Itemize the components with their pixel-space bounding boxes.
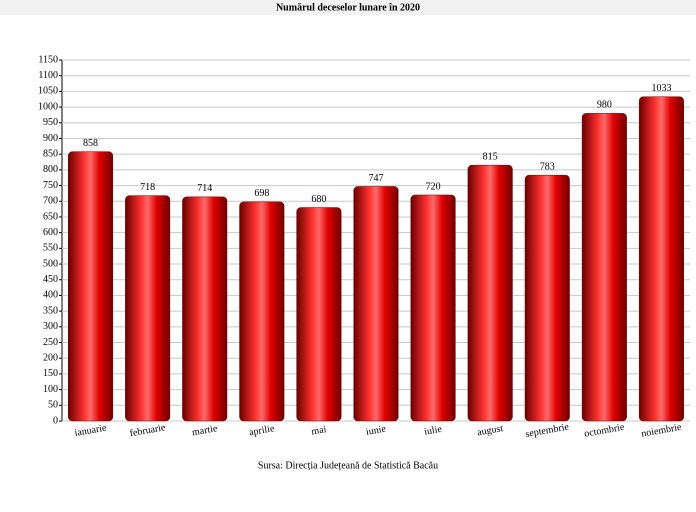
y-tick-label: 300 — [43, 321, 58, 332]
y-tick-label: 50 — [48, 400, 58, 411]
x-tick-label: aprilie — [248, 423, 276, 438]
y-tick-label: 700 — [43, 196, 58, 207]
x-tick-label: februarie — [129, 422, 167, 439]
x-tick-label: noiembrie — [640, 422, 682, 440]
bar — [467, 164, 513, 422]
bar — [68, 151, 114, 422]
value-label: 714 — [197, 183, 212, 194]
y-tick-label: 0 — [53, 415, 58, 426]
y-tick-label: 200 — [43, 353, 58, 364]
value-label: 747 — [369, 173, 384, 184]
y-tick-label: 100 — [43, 384, 58, 395]
y-tick-label: 350 — [43, 305, 58, 316]
bar — [296, 207, 342, 422]
x-tick-label: septembrie — [525, 421, 571, 440]
y-tick-label: 450 — [43, 274, 58, 285]
x-tick-label: iunie — [365, 424, 387, 438]
x-tick-label: august — [476, 423, 504, 438]
x-tick-label: iulie — [423, 424, 443, 438]
y-tick-label: 1100 — [38, 70, 58, 81]
y-tick-label: 850 — [43, 148, 58, 159]
y-tick-label: 1000 — [38, 101, 58, 112]
y-tick-label: 150 — [43, 368, 58, 379]
x-tick-label: mai — [311, 424, 328, 437]
value-label: 815 — [483, 151, 498, 162]
value-label: 698 — [254, 188, 269, 199]
bar — [638, 96, 684, 422]
y-tick-label: 900 — [43, 133, 58, 144]
title-bar — [0, 0, 696, 15]
bar — [239, 201, 285, 422]
source-note: Sursa: Direcția Județeană de Statistică … — [258, 460, 438, 471]
value-label: 680 — [311, 194, 326, 205]
y-tick-label: 500 — [43, 258, 58, 269]
bar — [125, 195, 171, 422]
y-tick-label: 600 — [43, 227, 58, 238]
y-tick-label: 550 — [43, 243, 58, 254]
value-label: 720 — [426, 181, 441, 192]
value-label: 718 — [140, 182, 155, 193]
value-label: 980 — [597, 100, 612, 111]
value-label: 783 — [540, 162, 555, 173]
bar — [182, 196, 228, 422]
value-label: 1033 — [651, 83, 671, 94]
y-tick-label: 250 — [43, 337, 58, 348]
x-tick-label: martie — [191, 423, 219, 438]
y-tick-label: 800 — [43, 164, 58, 175]
bar — [353, 186, 399, 422]
chart-title: Numărul deceselor lunare în 2020 — [276, 2, 420, 13]
y-tick-label: 400 — [43, 290, 58, 301]
value-label: 858 — [83, 138, 98, 149]
y-tick-label: 650 — [43, 211, 58, 222]
y-tick-label: 1150 — [38, 54, 58, 65]
y-tick-label: 750 — [43, 180, 58, 191]
y-tick-label: 950 — [43, 117, 58, 128]
bar — [581, 113, 627, 422]
y-tick-label: 1050 — [38, 86, 58, 97]
x-tick-label: octombrie — [583, 422, 625, 440]
x-tick-label: ianuarie — [74, 422, 108, 439]
bar — [410, 194, 456, 422]
bar — [524, 174, 570, 422]
